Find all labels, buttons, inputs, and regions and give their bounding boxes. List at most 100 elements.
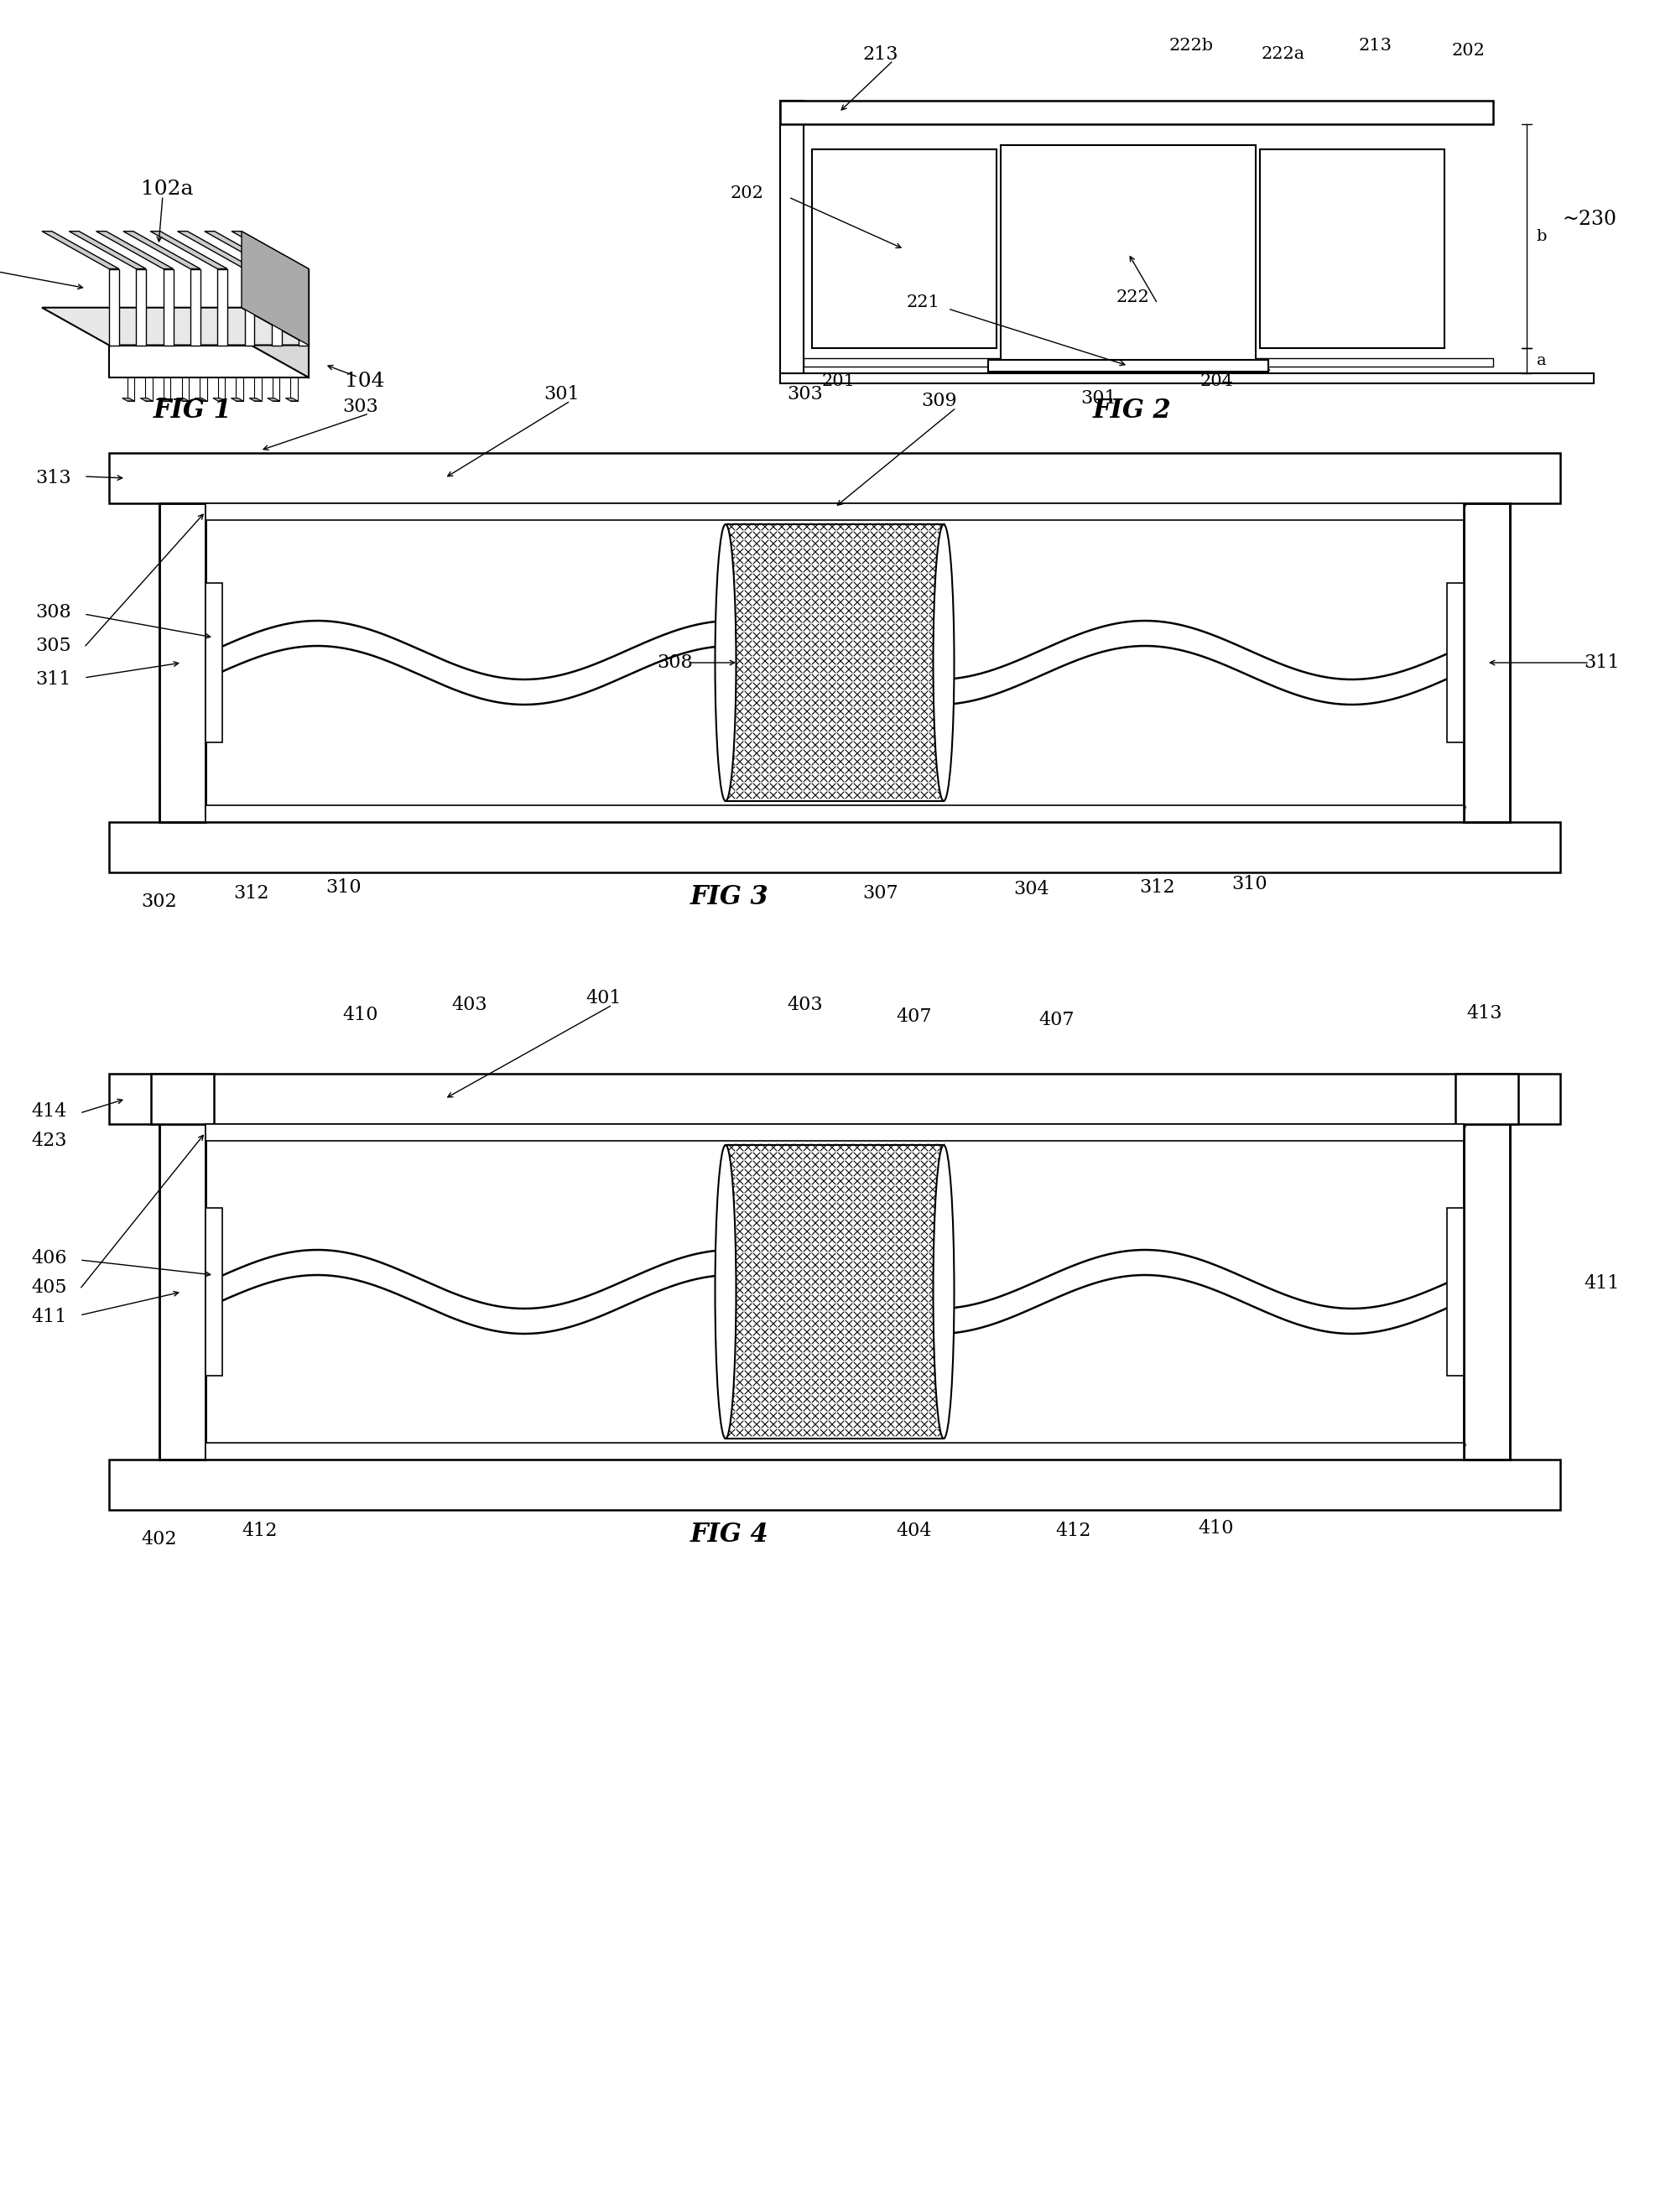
Bar — [159, 504, 205, 823]
Ellipse shape — [933, 524, 955, 801]
Text: 403: 403 — [788, 995, 823, 1013]
Polygon shape — [151, 232, 227, 270]
Polygon shape — [159, 398, 170, 400]
Text: 213: 213 — [862, 44, 899, 64]
Text: 307: 307 — [862, 885, 899, 902]
Ellipse shape — [715, 524, 736, 801]
Bar — [109, 1073, 1561, 1124]
Bar — [780, 102, 804, 374]
Polygon shape — [141, 398, 152, 400]
Text: 414: 414 — [31, 1102, 68, 1121]
Polygon shape — [217, 270, 227, 345]
Text: 410: 410 — [1198, 1520, 1235, 1537]
Text: 407: 407 — [1039, 1011, 1074, 1029]
Text: 213: 213 — [1359, 38, 1392, 53]
Bar — [205, 805, 1463, 823]
Bar — [1259, 150, 1445, 347]
Text: 305: 305 — [35, 637, 71, 655]
Polygon shape — [177, 398, 189, 400]
Polygon shape — [41, 307, 309, 345]
Text: FIG 1: FIG 1 — [154, 398, 232, 425]
Text: 401: 401 — [586, 989, 622, 1006]
Bar — [725, 1146, 943, 1438]
Bar — [1463, 504, 1509, 823]
Polygon shape — [255, 378, 261, 400]
Text: 301: 301 — [544, 385, 579, 403]
Polygon shape — [70, 232, 146, 270]
Text: 423: 423 — [31, 1133, 68, 1150]
Text: 202: 202 — [730, 186, 763, 201]
Bar — [1463, 1124, 1509, 1460]
Bar — [780, 374, 1594, 383]
Text: b: b — [1536, 230, 1547, 243]
Text: 405: 405 — [31, 1279, 68, 1296]
Polygon shape — [122, 398, 134, 400]
Text: 222: 222 — [1115, 290, 1149, 305]
Text: 221: 221 — [905, 294, 940, 310]
Polygon shape — [232, 398, 243, 400]
Polygon shape — [164, 270, 174, 345]
Polygon shape — [205, 232, 281, 270]
Polygon shape — [122, 232, 200, 270]
Polygon shape — [195, 398, 207, 400]
Text: 312: 312 — [1140, 878, 1175, 896]
Text: 222b: 222b — [1168, 38, 1213, 53]
Polygon shape — [190, 270, 200, 345]
Polygon shape — [232, 232, 309, 270]
Text: 402: 402 — [142, 1531, 177, 1548]
Polygon shape — [237, 378, 243, 400]
Polygon shape — [273, 378, 280, 400]
Bar — [813, 150, 996, 347]
Bar — [1463, 1124, 1509, 1460]
Bar — [1463, 504, 1509, 823]
Polygon shape — [213, 398, 225, 400]
Polygon shape — [242, 307, 309, 378]
Text: 308: 308 — [657, 653, 693, 672]
Text: 104: 104 — [344, 372, 386, 392]
Text: 411: 411 — [31, 1307, 68, 1327]
Text: 310: 310 — [326, 878, 362, 896]
Polygon shape — [109, 345, 309, 378]
Bar — [780, 102, 1493, 124]
Polygon shape — [127, 378, 134, 400]
Polygon shape — [164, 378, 170, 400]
Bar — [205, 1124, 1463, 1141]
Polygon shape — [298, 270, 309, 345]
Bar — [804, 358, 1493, 367]
Text: 302: 302 — [141, 891, 177, 911]
Polygon shape — [250, 398, 261, 400]
Bar — [205, 1442, 1463, 1460]
Polygon shape — [200, 378, 207, 400]
Text: 404: 404 — [897, 1522, 932, 1540]
Text: 411: 411 — [1584, 1274, 1620, 1292]
Polygon shape — [218, 378, 225, 400]
Text: 311: 311 — [36, 670, 71, 688]
Text: 412: 412 — [242, 1522, 278, 1540]
Bar — [151, 1073, 213, 1124]
Bar — [109, 453, 1561, 504]
Bar — [1446, 1208, 1463, 1376]
Polygon shape — [245, 270, 255, 345]
Text: 407: 407 — [897, 1006, 932, 1026]
Polygon shape — [182, 378, 189, 400]
Polygon shape — [286, 398, 298, 400]
Text: 303: 303 — [343, 398, 379, 416]
Polygon shape — [291, 378, 298, 400]
Text: 412: 412 — [1056, 1522, 1091, 1540]
Bar — [159, 504, 205, 823]
Polygon shape — [271, 270, 281, 345]
Text: 310: 310 — [1231, 876, 1268, 894]
Text: FIG 4: FIG 4 — [690, 1522, 770, 1548]
Text: 309: 309 — [922, 392, 957, 409]
Bar — [205, 584, 222, 743]
Bar — [159, 1124, 205, 1460]
Text: 202: 202 — [1451, 42, 1485, 58]
Bar — [109, 1460, 1561, 1511]
Polygon shape — [268, 398, 280, 400]
Text: 201: 201 — [823, 374, 856, 389]
Polygon shape — [136, 270, 146, 345]
Text: 308: 308 — [35, 604, 71, 622]
Text: 312: 312 — [233, 885, 270, 902]
Polygon shape — [109, 270, 119, 345]
Text: 222a: 222a — [1261, 46, 1306, 62]
